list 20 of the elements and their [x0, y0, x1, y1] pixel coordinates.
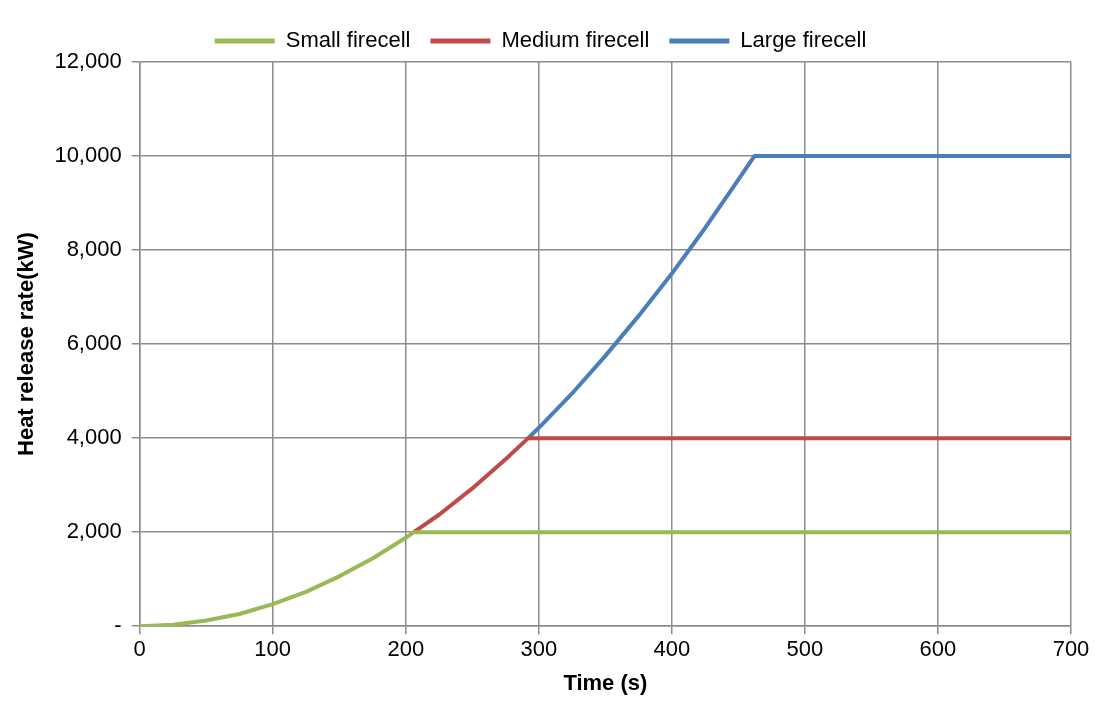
- x-tick-label: 400: [653, 636, 691, 662]
- y-tick-label: 2,000: [66, 518, 122, 544]
- x-axis-title: Time (s): [563, 669, 648, 695]
- x-tick-label: 500: [786, 636, 824, 662]
- x-tick-label: 100: [254, 636, 292, 662]
- x-tick-label: 300: [520, 636, 558, 662]
- legend-label: Medium firecell: [501, 27, 650, 53]
- y-tick-label: 6,000: [66, 330, 122, 356]
- legend-label: Small firecell: [285, 27, 411, 53]
- y-tick-label: 4,000: [66, 424, 122, 450]
- y-tick-label: 10,000: [54, 142, 122, 168]
- y-axis-title: Heat release rate(kW): [13, 232, 39, 456]
- x-tick-label: 0: [133, 636, 146, 662]
- y-tick-label: 8,000: [66, 236, 122, 262]
- y-tick-label: 12,000: [54, 48, 122, 74]
- legend-label: Large firecell: [740, 27, 867, 53]
- x-tick-label: 200: [387, 636, 425, 662]
- x-tick-label: 700: [1052, 636, 1090, 662]
- x-tick-label: 600: [919, 636, 957, 662]
- y-tick-label: -: [114, 612, 122, 638]
